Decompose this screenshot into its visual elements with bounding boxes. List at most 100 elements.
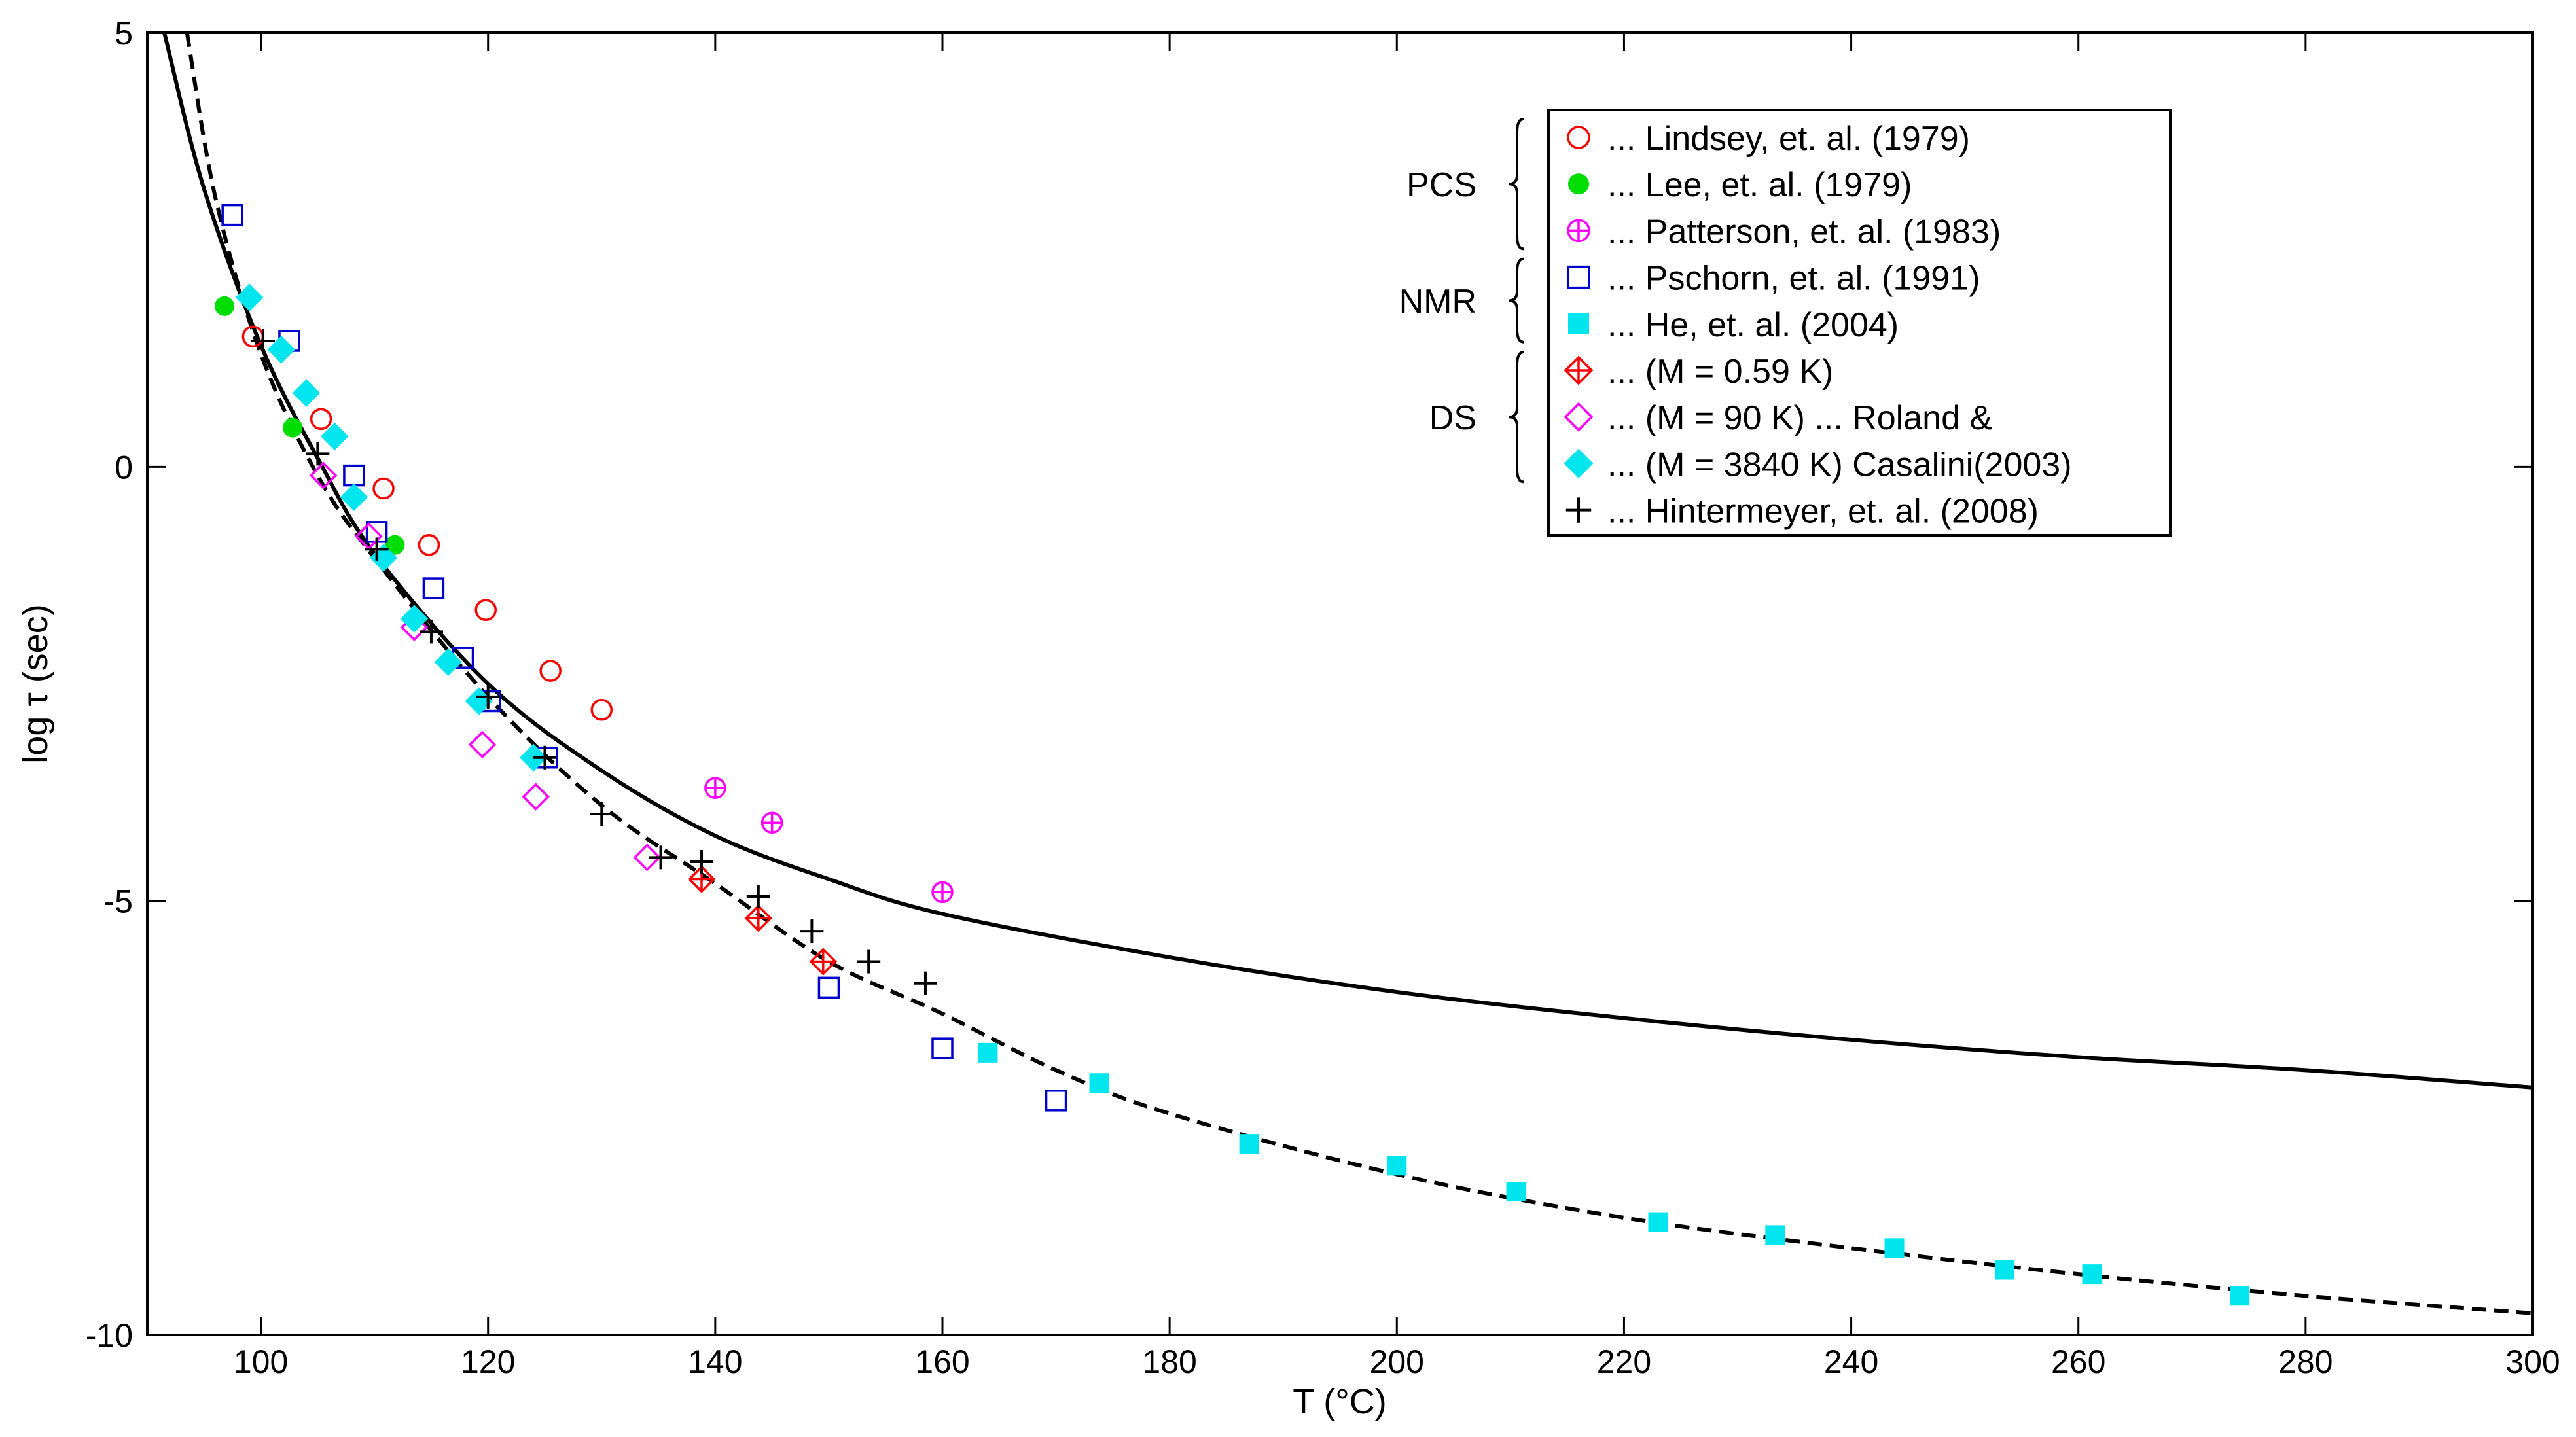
data-point-s3 (422, 577, 445, 599)
legend-marker-4-shape (1568, 313, 1589, 334)
data-point-s4-shape (1648, 1212, 1668, 1232)
data-point-s6 (309, 461, 338, 489)
legend-marker-5 (1564, 355, 1594, 385)
data-markers (215, 204, 2250, 1306)
data-point-s3 (931, 1037, 954, 1059)
data-point-s0 (310, 408, 332, 431)
x-axis-label: T (°C) (1293, 1382, 1387, 1421)
legend-label-3: ... Pschorn, et. al. (1991) (1607, 260, 1980, 298)
data-point-s0 (418, 533, 440, 556)
y-tick-label: 0 (115, 449, 133, 486)
data-point-s7 (434, 648, 463, 677)
data-point-s0-shape (474, 599, 497, 621)
data-point-s3 (817, 976, 840, 999)
legend-marker-6 (1564, 402, 1594, 432)
data-point-s4-shape (978, 1042, 998, 1063)
legend-label-1: ... Lee, et. al. (1979) (1607, 166, 1912, 204)
data-point-s7 (292, 379, 321, 407)
data-point-s3 (343, 464, 365, 487)
data-point-s4 (1239, 1134, 1259, 1154)
data-point-s4-shape (1884, 1238, 1905, 1258)
data-point-s8 (306, 442, 330, 466)
data-point-s6-shape (468, 730, 497, 759)
data-point-s4 (1089, 1073, 1109, 1093)
data-point-s3-shape (931, 1037, 954, 1059)
data-point-s7-shape (292, 379, 321, 407)
legend-label-7: ... (M = 3840 K) Casalini(2003) (1607, 446, 2072, 484)
legend-marker-8 (1565, 497, 1592, 523)
data-point-s2 (931, 881, 954, 904)
data-point-s7-shape (235, 283, 264, 311)
data-point-s0 (474, 599, 497, 621)
legend-brace-1 (1509, 257, 1524, 344)
data-point-s8 (590, 802, 614, 826)
data-point-s3-shape (343, 464, 365, 487)
axis-ticks (147, 31, 2534, 1336)
data-point-s4-shape (1506, 1182, 1526, 1202)
data-point-s7 (340, 483, 368, 511)
data-point-s3-shape (817, 976, 840, 999)
fit-lines (162, 32, 2533, 1315)
legend-marker-3-shape (1567, 265, 1590, 289)
data-point-s7-shape (267, 336, 296, 364)
legend-label-5: ... (M = 0.59 K) (1607, 353, 1833, 391)
x-tick-label: 100 (234, 1343, 288, 1380)
legend-label-0: ... Lindsey, et. al. (1979) (1607, 120, 1970, 158)
data-point-s7 (267, 336, 296, 364)
data-point-s0-shape (372, 477, 395, 500)
x-tick-label: 160 (915, 1343, 969, 1380)
data-point-s0-shape (590, 699, 613, 721)
data-point-s4 (2082, 1264, 2102, 1285)
y-tick-label: 5 (115, 15, 133, 52)
data-point-s0 (372, 477, 395, 500)
data-point-s7 (235, 283, 264, 311)
solid-fit-line (162, 32, 2533, 1090)
x-tick-label: 280 (2278, 1343, 2333, 1380)
data-point-s8 (746, 885, 770, 909)
data-point-s3-shape (422, 577, 445, 599)
legend-group-label-1: NMR (1399, 283, 1476, 321)
x-tick-label: 240 (1824, 1343, 1878, 1380)
y-tick-label: -10 (86, 1317, 133, 1354)
legend-marker-2 (1567, 219, 1590, 243)
data-point-s4 (2230, 1286, 2250, 1306)
legend-group-label-0: PCS (1406, 166, 1476, 204)
legend-box (1547, 109, 2172, 537)
data-point-s4-shape (2082, 1264, 2102, 1285)
data-point-s4 (1387, 1156, 1407, 1176)
data-point-s8 (476, 684, 500, 709)
data-point-s4 (1506, 1182, 1526, 1202)
data-point-s4-shape (1239, 1134, 1259, 1154)
data-point-s4-shape (1089, 1073, 1109, 1093)
y-axis-label: log τ (sec) (16, 604, 55, 763)
legend-brace-0 (1509, 118, 1524, 251)
tick-labels: 100 120 140 160 180 200 220 240 260 280 300 5 0 -5 -10 (86, 15, 2560, 1380)
data-point-s6-shape (309, 461, 338, 489)
data-point-s1 (385, 535, 405, 555)
data-point-s3-shape (1045, 1090, 1067, 1112)
data-point-s0 (590, 699, 613, 721)
legend-marker-0-shape (1567, 126, 1590, 149)
data-point-s2 (704, 777, 726, 799)
data-point-s3 (1045, 1090, 1067, 1112)
plot-frame (146, 31, 2534, 1336)
data-point-s6 (468, 730, 497, 759)
data-point-s8 (533, 745, 557, 770)
data-point-s3 (221, 204, 243, 226)
data-point-s7-shape (400, 605, 429, 633)
x-tick-label: 300 (2505, 1343, 2560, 1380)
data-point-s7 (321, 422, 349, 451)
data-point-s4 (1648, 1212, 1668, 1232)
data-point-s4 (978, 1042, 998, 1063)
x-tick-label: 200 (1370, 1343, 1424, 1380)
data-point-s6-shape (633, 843, 661, 872)
data-point-s8 (649, 845, 673, 870)
legend-label-4: ... He, et. al. (2004) (1607, 306, 1899, 344)
data-point-s4 (1884, 1238, 1905, 1258)
legend-marker-7 (1564, 448, 1594, 478)
data-point-s6 (522, 783, 550, 811)
data-point-s1-shape (283, 417, 303, 438)
legend-marker-3 (1567, 265, 1590, 289)
legend-label-2: ... Patterson, et. al. (1983) (1607, 213, 2001, 251)
